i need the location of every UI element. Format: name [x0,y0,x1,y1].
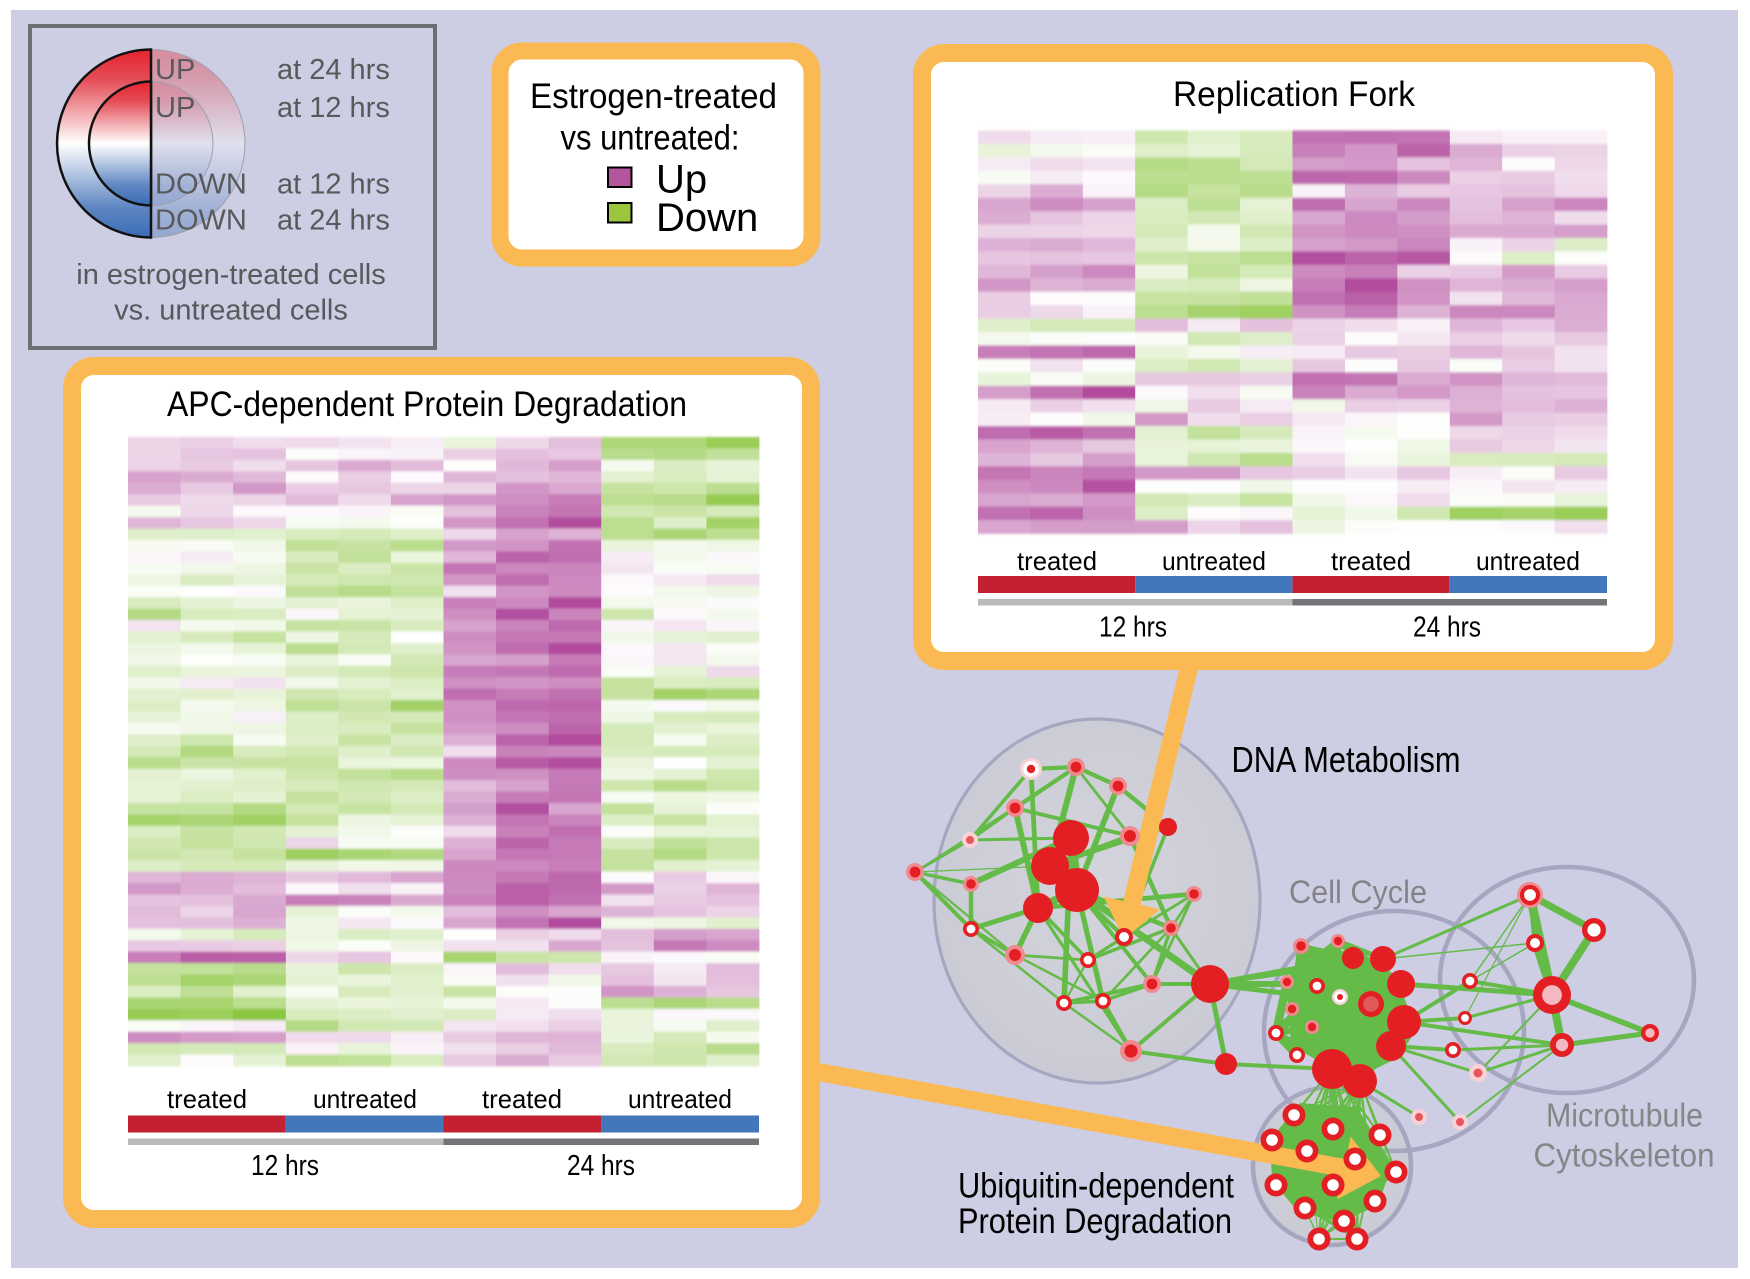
svg-text:untreated: untreated [628,1084,732,1114]
svg-text:Down: Down [656,196,758,240]
svg-text:treated: treated [167,1084,247,1114]
svg-text:treated: treated [1017,546,1097,576]
svg-text:12 hrs: 12 hrs [1099,612,1167,644]
svg-text:Up: Up [656,158,707,202]
svg-text:at 24 hrs: at 24 hrs [277,54,390,86]
svg-text:12 hrs: 12 hrs [251,1150,319,1182]
svg-text:at 12 hrs: at 12 hrs [277,169,390,201]
svg-text:DOWN: DOWN [155,169,247,201]
svg-text:untreated: untreated [1476,546,1580,576]
svg-text:in estrogen-treated cells: in estrogen-treated cells [76,259,386,291]
svg-text:APC-dependent Protein Degradat: APC-dependent Protein Degradation [167,385,687,424]
svg-text:Replication Fork: Replication Fork [1173,75,1415,114]
svg-text:Estrogen-treated: Estrogen-treated [530,77,777,116]
svg-text:Protein Degradation: Protein Degradation [958,1202,1232,1241]
svg-text:DOWN: DOWN [155,205,247,237]
svg-text:at 24 hrs: at 24 hrs [277,205,390,237]
svg-text:untreated: untreated [313,1084,417,1114]
svg-text:Cytoskeleton: Cytoskeleton [1534,1137,1715,1174]
svg-text:untreated: untreated [1162,546,1266,576]
svg-text:treated: treated [482,1084,562,1114]
svg-text:Cell Cycle: Cell Cycle [1289,874,1427,910]
svg-text:24 hrs: 24 hrs [567,1150,635,1182]
svg-text:vs untreated:: vs untreated: [561,119,740,158]
svg-text:24 hrs: 24 hrs [1413,612,1481,644]
svg-text:UP: UP [155,92,195,124]
svg-text:vs. untreated cells: vs. untreated cells [114,295,348,327]
svg-text:Microtubule: Microtubule [1546,1097,1703,1134]
svg-text:DNA Metabolism: DNA Metabolism [1232,739,1461,780]
svg-text:treated: treated [1331,546,1411,576]
svg-text:at 12 hrs: at 12 hrs [277,92,390,124]
svg-text:UP: UP [155,54,195,86]
svg-text:Ubiquitin-dependent: Ubiquitin-dependent [958,1166,1234,1205]
